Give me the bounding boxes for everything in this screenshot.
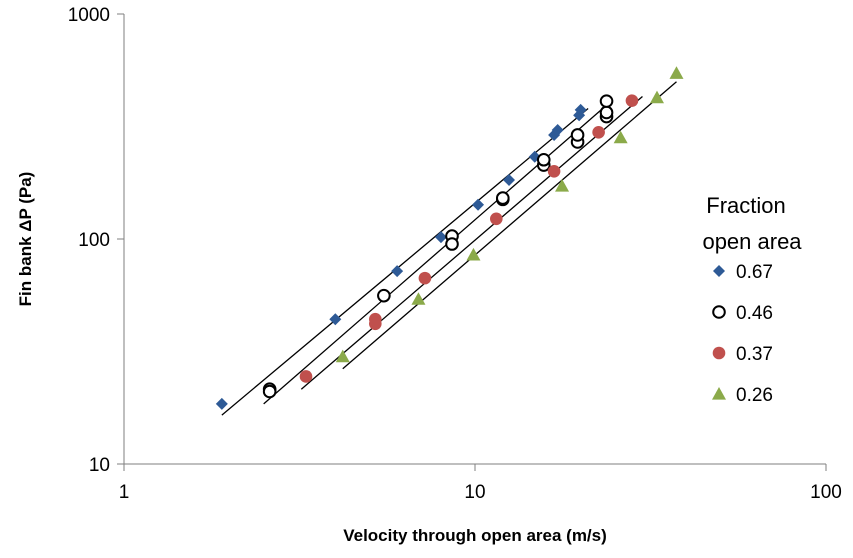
- legend-label-0.46: 0.46: [736, 303, 773, 324]
- legend-marker-0.67: [713, 265, 725, 277]
- data-point-0.67: [434, 231, 447, 244]
- data-point-0.37: [547, 164, 561, 178]
- x-tick-label: 10: [464, 482, 485, 503]
- legend-label-0.26: 0.26: [736, 385, 773, 406]
- data-point-0.37: [592, 126, 605, 139]
- legend: Fraction open area 0.67 0.46 0.37 0.26: [702, 193, 802, 406]
- data-point-0.26: [335, 349, 350, 363]
- y-axis-title: Fin bank ΔP (Pa): [16, 172, 35, 307]
- data-point-0.46: [445, 237, 459, 251]
- data-point-0.67: [391, 265, 404, 278]
- fit-line-0.67: [221, 108, 589, 416]
- data-point-0.67: [503, 173, 516, 186]
- data-point-0.26: [466, 247, 481, 261]
- data-point-0.37: [299, 370, 313, 383]
- legend-title: Fraction: [706, 193, 785, 218]
- x-tick-label: 100: [810, 482, 842, 503]
- data-point-0.46: [262, 384, 277, 399]
- x-axis-title: Velocity through open area (m/s): [343, 526, 607, 545]
- x-tick-label: 1: [119, 482, 130, 503]
- fit-line-0.26: [342, 81, 677, 370]
- data-point-0.67: [329, 313, 342, 326]
- data-point-0.26: [649, 90, 664, 104]
- y-tick-label: 10: [89, 455, 110, 476]
- data-point-0.26: [613, 130, 628, 144]
- data-point-0.37: [490, 212, 503, 226]
- legend-marker-0.46: [712, 305, 726, 319]
- data-point-0.46: [536, 152, 551, 167]
- data-point-0.26: [555, 179, 570, 192]
- data-point-0.37: [625, 94, 639, 107]
- y-tick-label: 1000: [68, 5, 110, 26]
- data-point-0.46: [377, 288, 391, 303]
- legend-marker-0.37: [712, 346, 726, 360]
- data-point-0.26: [669, 66, 684, 79]
- data-point-0.67: [551, 124, 564, 137]
- data-markers: [215, 66, 684, 410]
- legend-label-0.37: 0.37: [736, 344, 773, 365]
- fit-line-0.37: [300, 95, 643, 390]
- fit-lines: [221, 81, 677, 416]
- legend-marker-0.26: [712, 387, 726, 400]
- data-point-0.37: [418, 271, 432, 285]
- data-point-0.26: [411, 292, 426, 305]
- data-point-0.37: [369, 317, 382, 331]
- data-point-0.46: [599, 105, 614, 120]
- data-point-0.67: [472, 198, 485, 211]
- legend-label-0.67: 0.67: [736, 262, 773, 283]
- data-point-0.67: [574, 103, 587, 116]
- y-tick-label: 100: [78, 230, 110, 251]
- data-point-0.46: [495, 191, 510, 205]
- data-point-0.67: [215, 397, 228, 410]
- data-point-0.46: [570, 128, 585, 142]
- y-axis: 1000 100 10: [68, 5, 125, 476]
- legend-title: open area: [702, 229, 802, 254]
- fit-line-0.46: [263, 103, 609, 405]
- x-axis: 1 10 100: [119, 463, 842, 503]
- legend-items: 0.67 0.46 0.37 0.26: [712, 262, 773, 406]
- data-point-0.46: [599, 94, 614, 108]
